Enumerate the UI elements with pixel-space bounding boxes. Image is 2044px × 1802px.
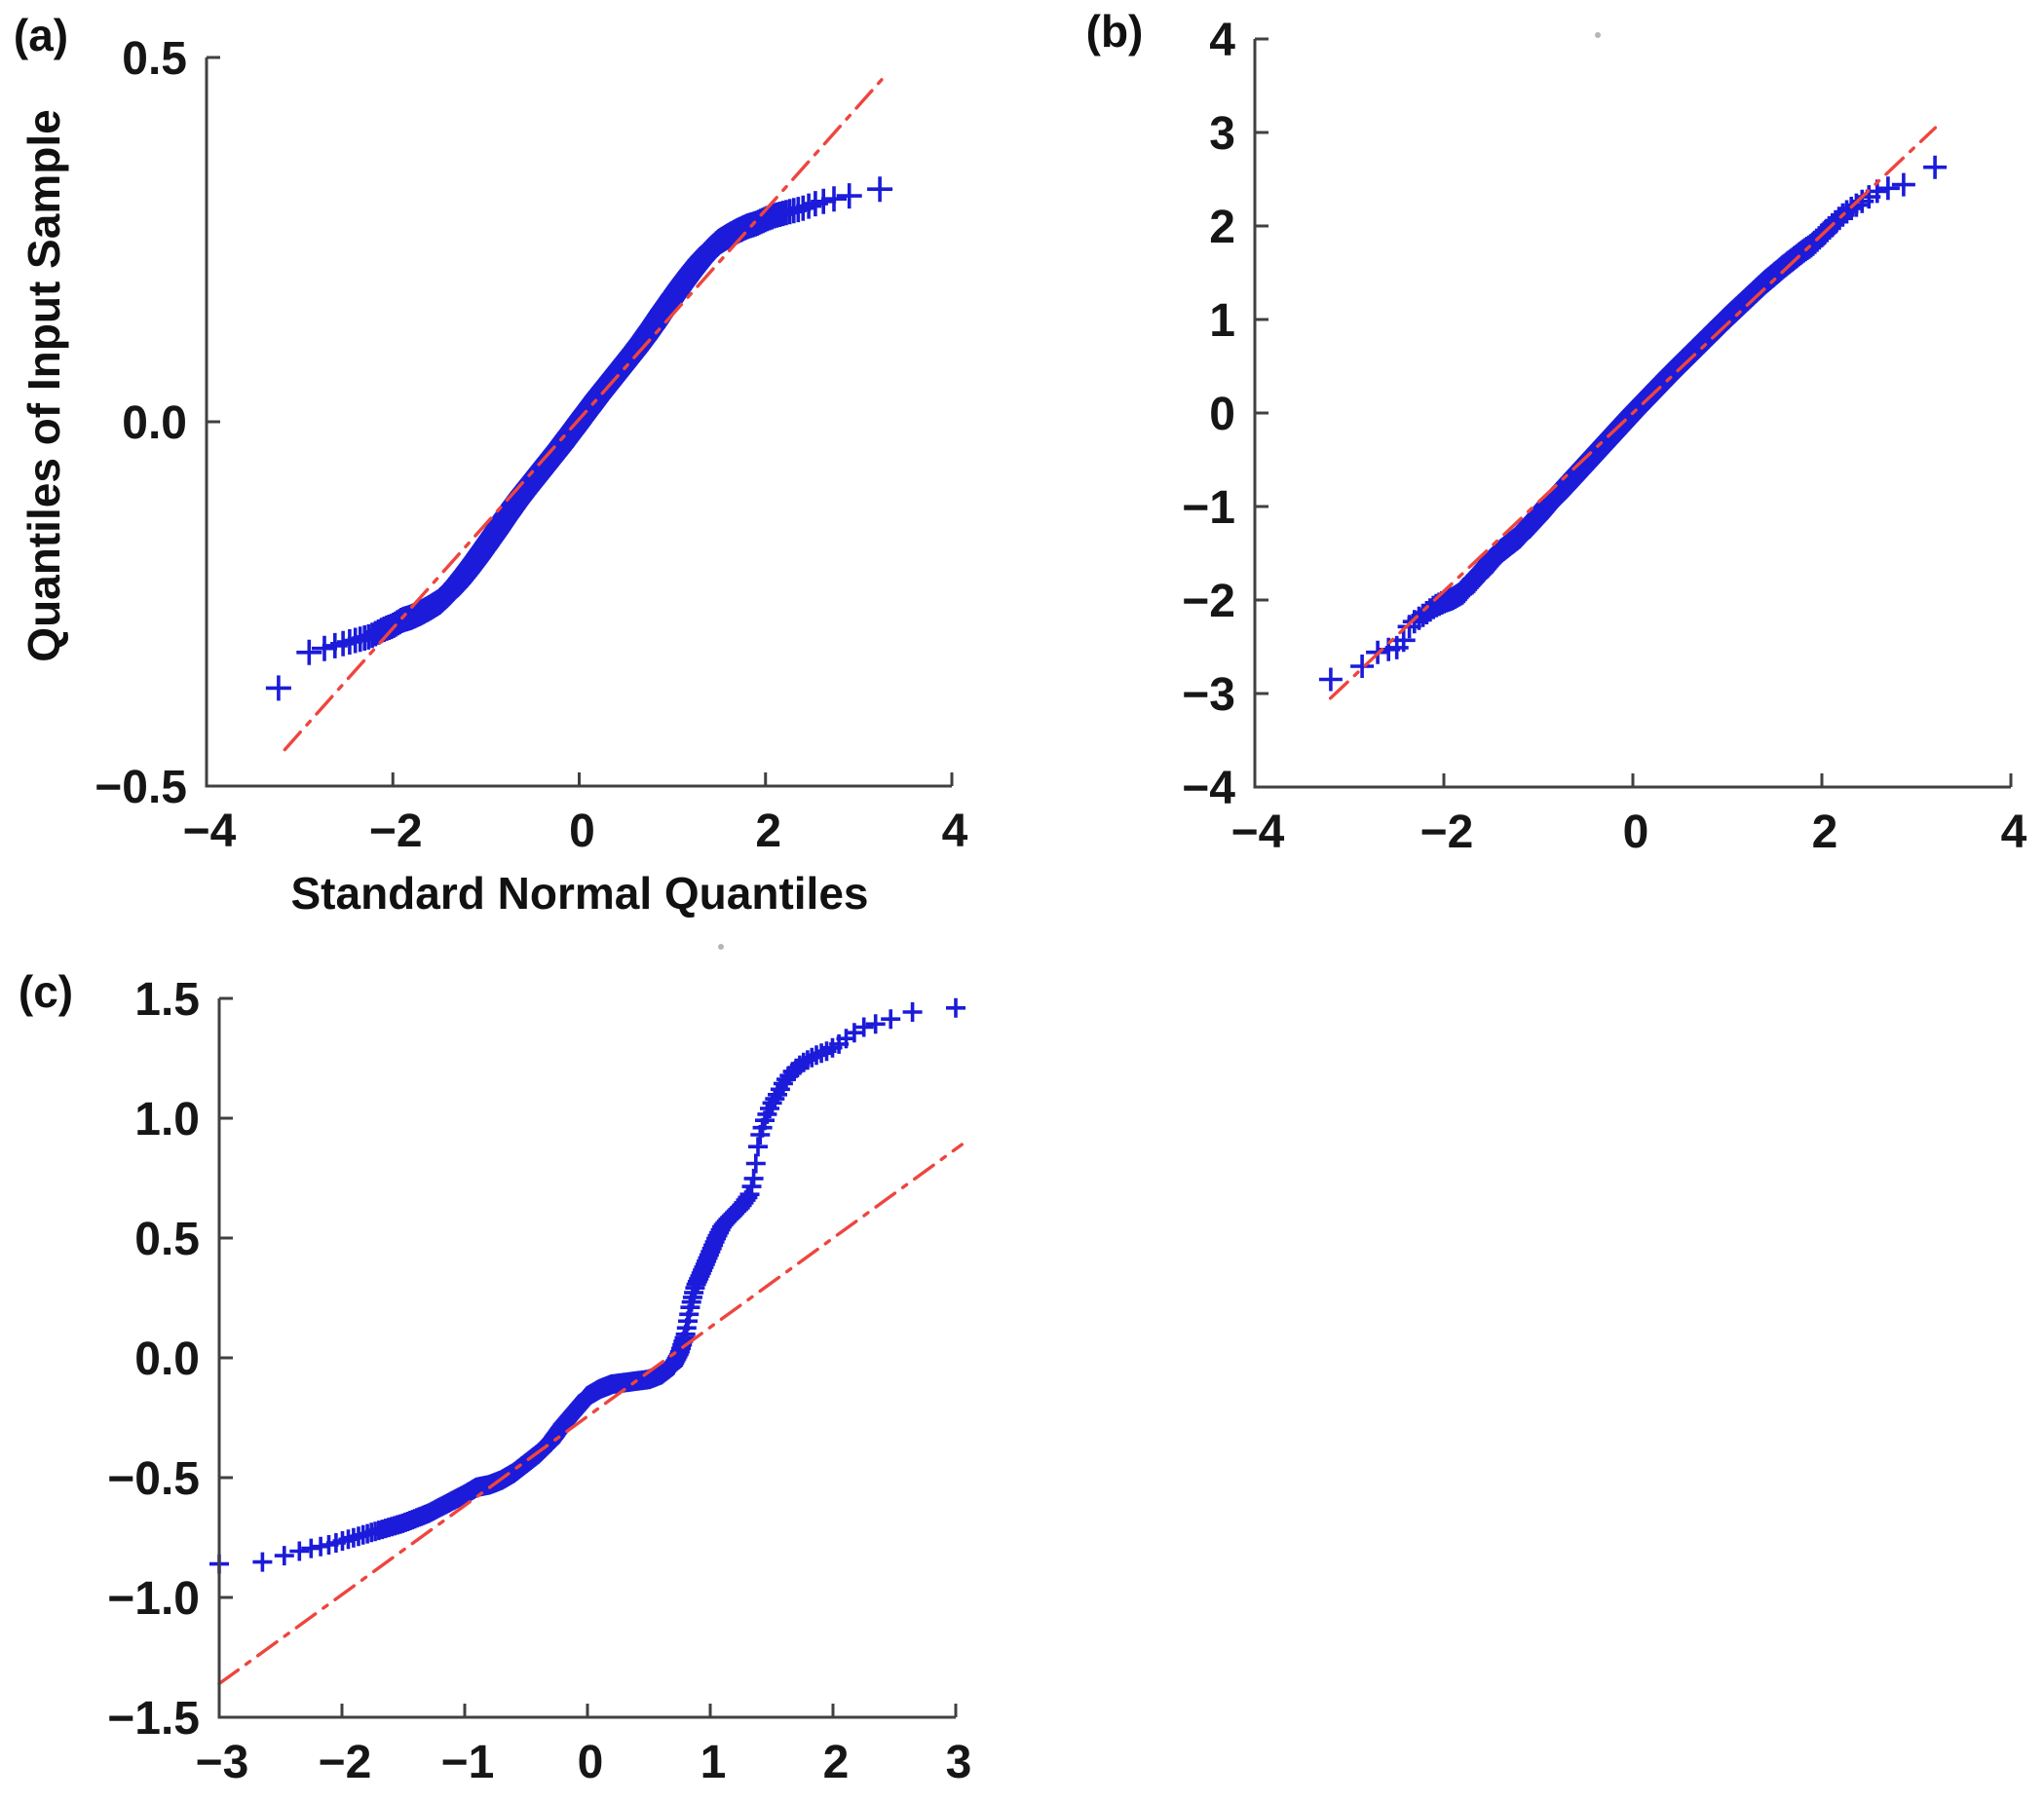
artifact-dot	[1595, 32, 1601, 38]
reference-line-b	[1328, 126, 1938, 700]
x-tick-label: 2	[755, 806, 781, 857]
x-tick-label: −3	[196, 1737, 249, 1788]
x-tick-label: −1	[441, 1737, 495, 1788]
axis-lines-c	[217, 998, 956, 1719]
x-axis-label: Standard Normal Quantiles	[290, 868, 869, 919]
y-axis-label: Quantiles of Input Sample	[19, 109, 69, 662]
y-tick-label: 3	[1209, 108, 1235, 160]
y-tick-label: −1	[1182, 482, 1235, 534]
qq-data-markers-a	[265, 176, 893, 701]
y-tick-label: 1.0	[134, 1094, 200, 1145]
y-tick-label: 0.5	[122, 33, 187, 85]
y-tick-label: −1.5	[107, 1693, 200, 1745]
y-tick-label: −4	[1182, 763, 1235, 814]
panel-b-letter: (b)	[1085, 6, 1144, 56]
y-tick-label: 1	[1209, 295, 1235, 347]
reference-line-a	[283, 77, 884, 752]
y-tick-label: 4	[1209, 15, 1235, 66]
y-tick-label: −0.5	[107, 1453, 200, 1505]
y-tick-label: 1.5	[134, 974, 200, 1026]
x-tick-label: 2	[1812, 807, 1838, 858]
y-tick-label: 0.0	[134, 1333, 200, 1385]
y-tick-label: 0.5	[134, 1214, 200, 1265]
x-tick-label: −4	[1231, 807, 1285, 858]
y-tick-label: 2	[1209, 202, 1235, 253]
x-tick-label: −4	[183, 806, 237, 857]
y-tick-label: −3	[1182, 669, 1235, 721]
y-tick-label: 0.0	[122, 397, 187, 449]
x-tick-label: 0	[578, 1737, 604, 1788]
x-tick-label: −2	[1420, 807, 1474, 858]
x-tick-label: 2	[823, 1737, 850, 1788]
qq-data-markers-c	[209, 997, 965, 1574]
y-tick-label: −1.0	[107, 1573, 200, 1625]
x-tick-label: 0	[1623, 807, 1649, 858]
reference-line-c	[217, 1143, 964, 1686]
x-tick-label: 4	[2001, 807, 2027, 858]
x-tick-label: 0	[569, 806, 595, 857]
panel-c-letter: (c)	[18, 966, 74, 1017]
y-tick-label: −0.5	[95, 762, 187, 813]
x-tick-label: 3	[946, 1737, 972, 1788]
x-tick-label: −2	[319, 1737, 372, 1788]
x-tick-label: 1	[700, 1737, 727, 1788]
y-tick-label: 0	[1209, 389, 1235, 440]
x-tick-label: −2	[369, 806, 423, 857]
x-tick-label: 4	[942, 806, 968, 857]
qq-data-markers-b	[1318, 155, 1948, 692]
artifact-dot	[718, 944, 724, 950]
y-tick-label: −2	[1182, 576, 1235, 627]
panel-a-letter: (a)	[13, 10, 69, 60]
